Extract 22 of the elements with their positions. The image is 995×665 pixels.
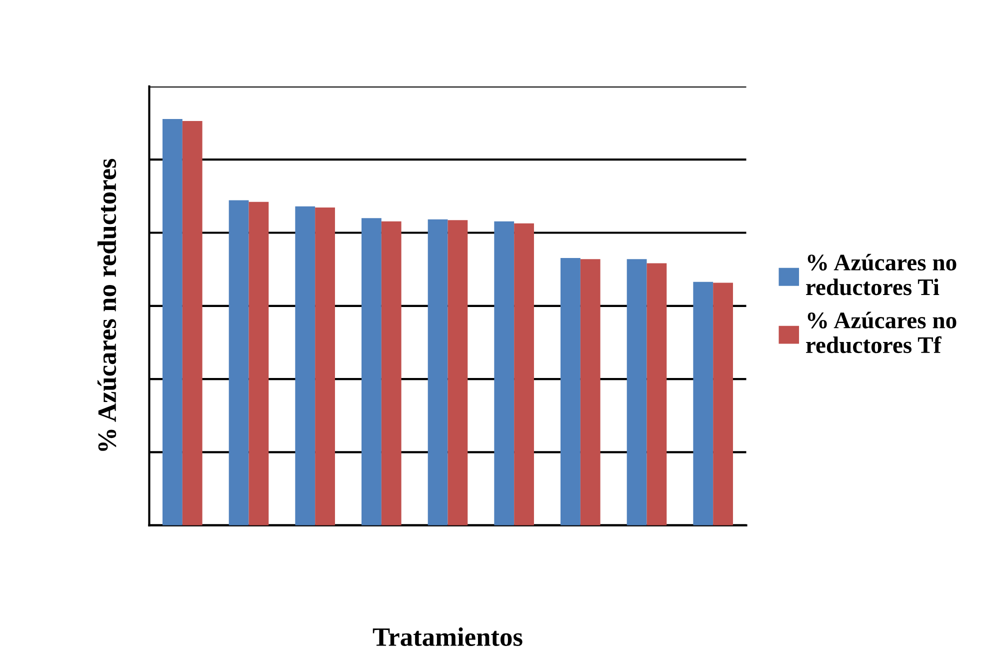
bar (295, 206, 316, 526)
bar (646, 263, 667, 526)
bar (228, 200, 249, 526)
bar (381, 221, 402, 526)
bar (626, 259, 647, 526)
bar (713, 282, 733, 526)
bar (162, 118, 182, 526)
bar (580, 259, 600, 526)
bar (362, 218, 382, 526)
bar (448, 220, 468, 526)
bar (315, 208, 335, 526)
bar (560, 258, 580, 526)
bar (248, 202, 269, 526)
legend-label: % Azúcares no reductores Tf (806, 312, 956, 354)
bar (182, 120, 202, 526)
x-axis-title: Tratamientos (372, 627, 522, 646)
bar (514, 223, 534, 526)
bar (428, 219, 448, 526)
legend-label: % Azúcares no reductores Ti (806, 254, 956, 296)
bar (693, 282, 714, 526)
y-axis-title: % Azúcares no reductores (98, 158, 116, 451)
bar (494, 221, 514, 526)
